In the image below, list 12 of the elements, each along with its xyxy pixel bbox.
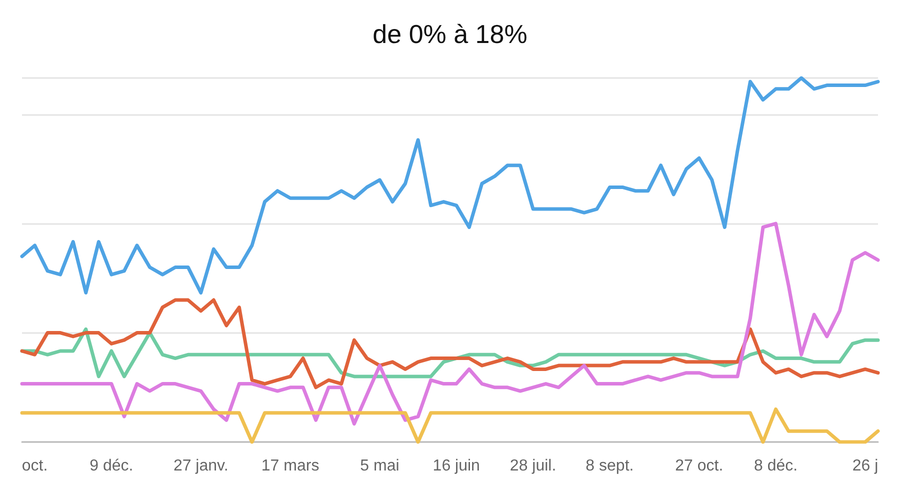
x-tick-label: 8 déc.: [754, 458, 798, 474]
x-tick-label: 16 juin: [432, 458, 480, 474]
x-tick-label: 8 sept.: [586, 458, 634, 474]
x-tick-label: 5 mai: [360, 458, 400, 474]
x-tick-label: 27 janv.: [173, 458, 228, 474]
x-tick-label: 27 oct.: [675, 458, 724, 474]
chart-title: de 0% à 18%: [372, 19, 528, 49]
x-tick-label: oct.: [22, 458, 48, 474]
x-tick-label: 26 j: [852, 458, 878, 474]
x-tick-label: 28 juil.: [510, 458, 556, 474]
x-tick-label: 17 mars: [261, 458, 320, 474]
x-tick-label: 9 déc.: [90, 458, 134, 474]
